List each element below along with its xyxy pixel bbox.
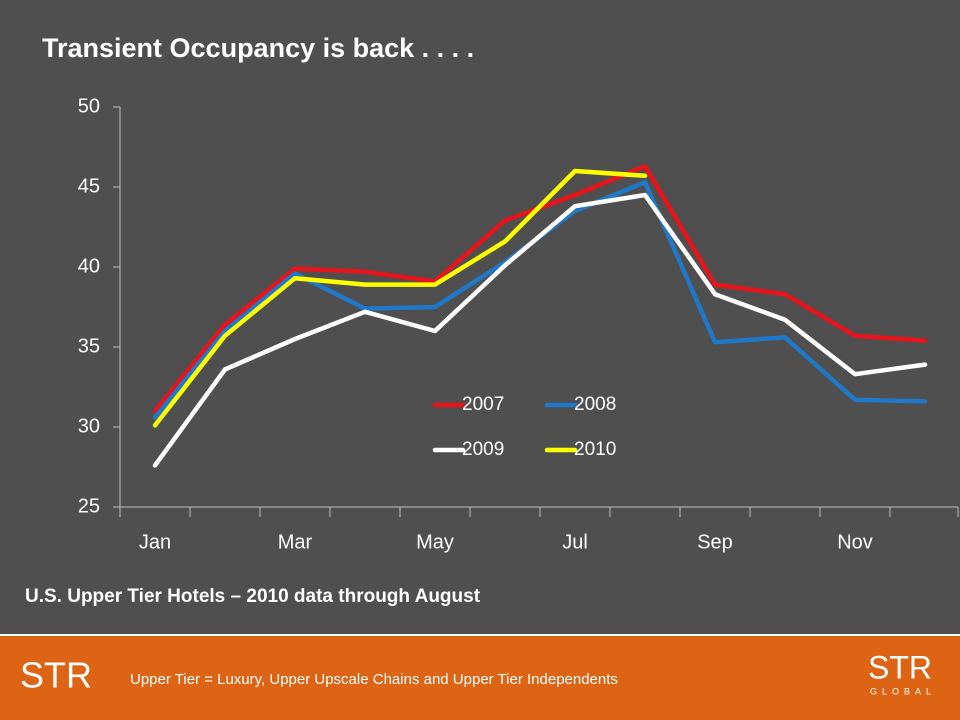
x-tick-label: Mar [278,531,313,553]
footer-band [0,636,960,720]
logo-right-sub: GLOBAL [870,686,936,696]
x-tick-label: Nov [837,531,873,553]
legend-label: 2007 [462,394,504,415]
footer-note: Upper Tier = Luxury, Upper Upscale Chain… [130,671,618,688]
x-tick-label: Jan [139,531,171,553]
y-tick-label: 25 [78,495,100,517]
y-tick-label: 35 [78,335,100,357]
chart-title: Transient Occupancy is back . . . . [42,33,474,63]
x-tick-label: Jul [562,531,588,553]
y-tick-label: 30 [78,415,100,437]
x-tick-label: Sep [697,531,733,553]
legend-label: 2008 [574,394,616,415]
y-tick-label: 50 [78,95,100,117]
logo-right: STR [868,649,932,685]
series-line [152,168,648,428]
logo-left: STR [20,655,92,696]
x-tick-label: May [416,531,454,553]
y-tick-label: 40 [78,255,100,277]
y-tick-label: 45 [78,175,100,197]
series-line [152,163,928,414]
series-line [152,192,928,468]
chart-subtitle: U.S. Upper Tier Hotels – 2010 data throu… [25,586,481,607]
legend-label: 2009 [462,439,504,460]
legend-label: 2010 [574,439,616,460]
